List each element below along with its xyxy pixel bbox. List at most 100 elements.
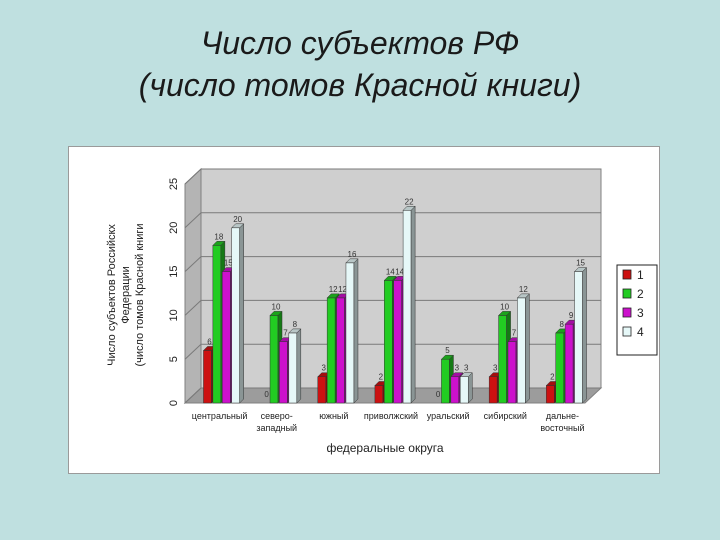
bar-side	[410, 205, 416, 404]
data-label: 5	[445, 346, 450, 355]
data-label: 16	[348, 250, 357, 259]
bar-top	[269, 311, 283, 316]
legend-label: 2	[637, 287, 644, 301]
bar-side	[525, 293, 530, 404]
bar-top	[383, 276, 397, 281]
bar	[441, 358, 450, 404]
bar-top	[573, 267, 588, 272]
x-tick-label: дальне-	[546, 411, 579, 421]
data-label: 8	[293, 320, 298, 329]
slide-title: Число субъектов РФ (число томов Красной …	[0, 22, 720, 106]
bar-top	[450, 372, 464, 377]
chart-frame: 0 5 10 15 20 25 Число субъектов Российскх Федер…	[68, 146, 660, 474]
bar	[507, 341, 517, 404]
bar-top	[440, 354, 455, 360]
bar	[555, 332, 564, 404]
y-tick-label: 20	[168, 222, 180, 234]
data-label: 3	[455, 364, 460, 373]
x-tick-label: уральский	[427, 411, 470, 421]
y-tick-label: 15	[168, 265, 180, 277]
side-wall	[184, 167, 202, 405]
y-axis-title-line: Число субъектов Российскх	[106, 224, 118, 366]
data-label: 15	[224, 259, 233, 268]
bar	[212, 245, 222, 404]
bar	[393, 280, 402, 404]
x-tick-label: западный	[256, 423, 297, 433]
bar	[546, 385, 555, 404]
bar	[374, 385, 384, 404]
legend-swatch	[622, 269, 632, 280]
x-tick-label: центральный	[192, 411, 248, 421]
gridline	[184, 343, 601, 360]
data-label: 3	[322, 364, 327, 373]
bar	[231, 227, 240, 404]
data-label: 9	[569, 311, 574, 320]
data-label: 18	[214, 232, 223, 241]
data-label: 14	[395, 267, 404, 276]
data-label: 20	[233, 215, 242, 224]
bar-top	[231, 223, 245, 229]
y-tick-label: 25	[168, 178, 180, 190]
data-label: 12	[519, 285, 528, 294]
bar	[336, 297, 345, 404]
y-tick-label: 0	[168, 400, 180, 406]
legend-label: 1	[637, 268, 644, 282]
data-label: 10	[272, 302, 281, 311]
bar-top	[212, 241, 226, 246]
bar-side	[467, 372, 473, 404]
x-tick-label: восточный	[540, 423, 584, 433]
x-tick-label: северо-	[261, 411, 293, 421]
y-axis-title-line: Федерации	[120, 266, 132, 324]
data-label: 0	[436, 390, 441, 399]
bar	[402, 210, 412, 404]
bar	[269, 315, 279, 404]
data-label: 3	[464, 364, 469, 373]
gridline	[184, 212, 601, 229]
data-label: 2	[379, 372, 384, 381]
title-line-1: Число субъектов РФ	[200, 25, 520, 61]
gridline	[184, 256, 601, 272]
bar	[203, 350, 212, 404]
gridline	[184, 299, 601, 316]
data-label: 0	[264, 390, 269, 399]
bar	[326, 297, 336, 404]
bar	[488, 376, 498, 404]
legend-label: 3	[637, 306, 644, 320]
bar	[345, 262, 355, 404]
data-label: 7	[512, 329, 517, 338]
data-label: 22	[405, 197, 414, 206]
y-tick-label: 10	[168, 309, 180, 321]
y-axis-title-line: (число томов Красной книги	[134, 223, 146, 366]
bar	[384, 280, 393, 404]
bar-side	[353, 258, 359, 404]
x-tick-label: сибирский	[484, 411, 527, 421]
data-label: 12	[338, 285, 347, 294]
bar-top	[459, 372, 473, 377]
x-tick-label: приволжский	[364, 411, 418, 421]
bar	[317, 376, 327, 404]
bar-top	[326, 293, 340, 299]
bar-top	[516, 293, 530, 299]
bar	[498, 315, 507, 404]
x-axis-title: федеральные округа	[326, 441, 443, 455]
bar	[574, 271, 583, 404]
bar-top	[402, 206, 416, 211]
bar	[288, 332, 298, 404]
bar	[279, 341, 288, 404]
data-label: 12	[329, 285, 338, 294]
bar	[564, 323, 574, 404]
x-tick-label: южный	[319, 411, 348, 421]
data-label: 6	[207, 337, 212, 346]
legend-swatch	[622, 288, 632, 299]
bar-top	[345, 258, 359, 264]
data-label: 15	[576, 259, 585, 268]
bar	[517, 297, 526, 404]
bar-top	[497, 311, 512, 316]
bar	[222, 271, 231, 404]
data-label: 7	[283, 329, 288, 338]
bar-side	[296, 328, 302, 404]
bar-top	[288, 328, 302, 334]
bar	[450, 376, 460, 404]
bar-side	[582, 266, 587, 404]
